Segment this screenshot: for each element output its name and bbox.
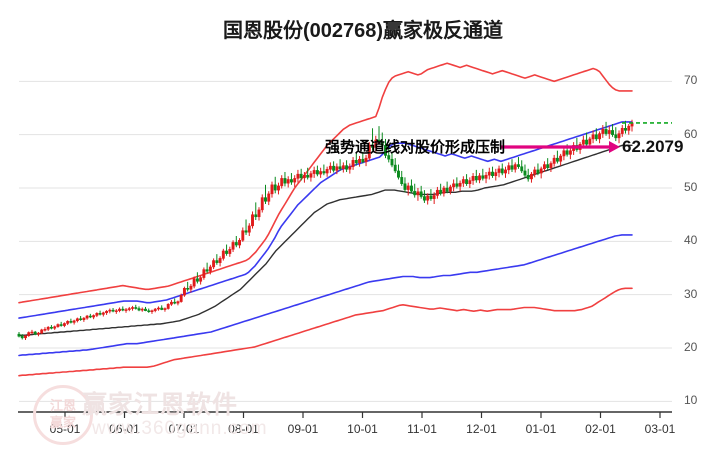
band-upper_inner_band — [18, 121, 633, 319]
candlestick-series — [17, 119, 634, 340]
x-axis-tick-label: 06-01 — [109, 422, 140, 436]
x-axis-tick-label: 12-01 — [466, 422, 497, 436]
band-lower_inner_band — [18, 234, 633, 357]
annotation-arrow-head — [609, 141, 620, 153]
x-axis-tick-label: 03-01 — [644, 422, 676, 436]
watermark-url: www.360gann.com — [92, 418, 268, 439]
y-axis-tick-label: 40 — [684, 233, 698, 248]
watermark-stamp-bottom: 赢家 — [49, 415, 76, 430]
y-axis-tick-label: 70 — [684, 73, 698, 88]
x-axis-tick-label: 10-01 — [347, 422, 378, 436]
watermark-brand: 赢家江恩软件 — [82, 391, 239, 419]
band-lower_outer_band — [18, 287, 633, 377]
watermark-stamp-top: 江恩 — [49, 398, 76, 413]
band-upper_outer_band — [18, 62, 633, 304]
x-axis-tick-label: 11-01 — [407, 422, 437, 436]
page-title: 国恩股份(002768)赢家极反通道 — [222, 20, 504, 42]
x-axis-tick-label: 02-01 — [585, 422, 616, 436]
y-axis-tick-label: 60 — [684, 126, 698, 141]
y-axis-tick-label: 20 — [684, 340, 698, 354]
y-axis-tick-label: 10 — [684, 393, 698, 408]
watermark-stamp: 江恩 赢家 — [33, 385, 93, 445]
x-axis-tick-label: 01-01 — [525, 422, 557, 436]
annotation-text: 强势通道线对股价形成压制 — [325, 139, 506, 156]
x-axis-tick-label: 07-01 — [168, 422, 200, 436]
last-price-label: 62.2079 — [622, 137, 684, 156]
gridlines — [19, 80, 672, 402]
band-middle_line — [18, 144, 633, 337]
y-axis-tick-label: 50 — [684, 180, 698, 194]
x-axis-tick-label: 08-01 — [228, 422, 259, 436]
x-axis-tick-label: 09-01 — [287, 422, 319, 436]
y-axis-tick-label: 30 — [684, 286, 698, 301]
